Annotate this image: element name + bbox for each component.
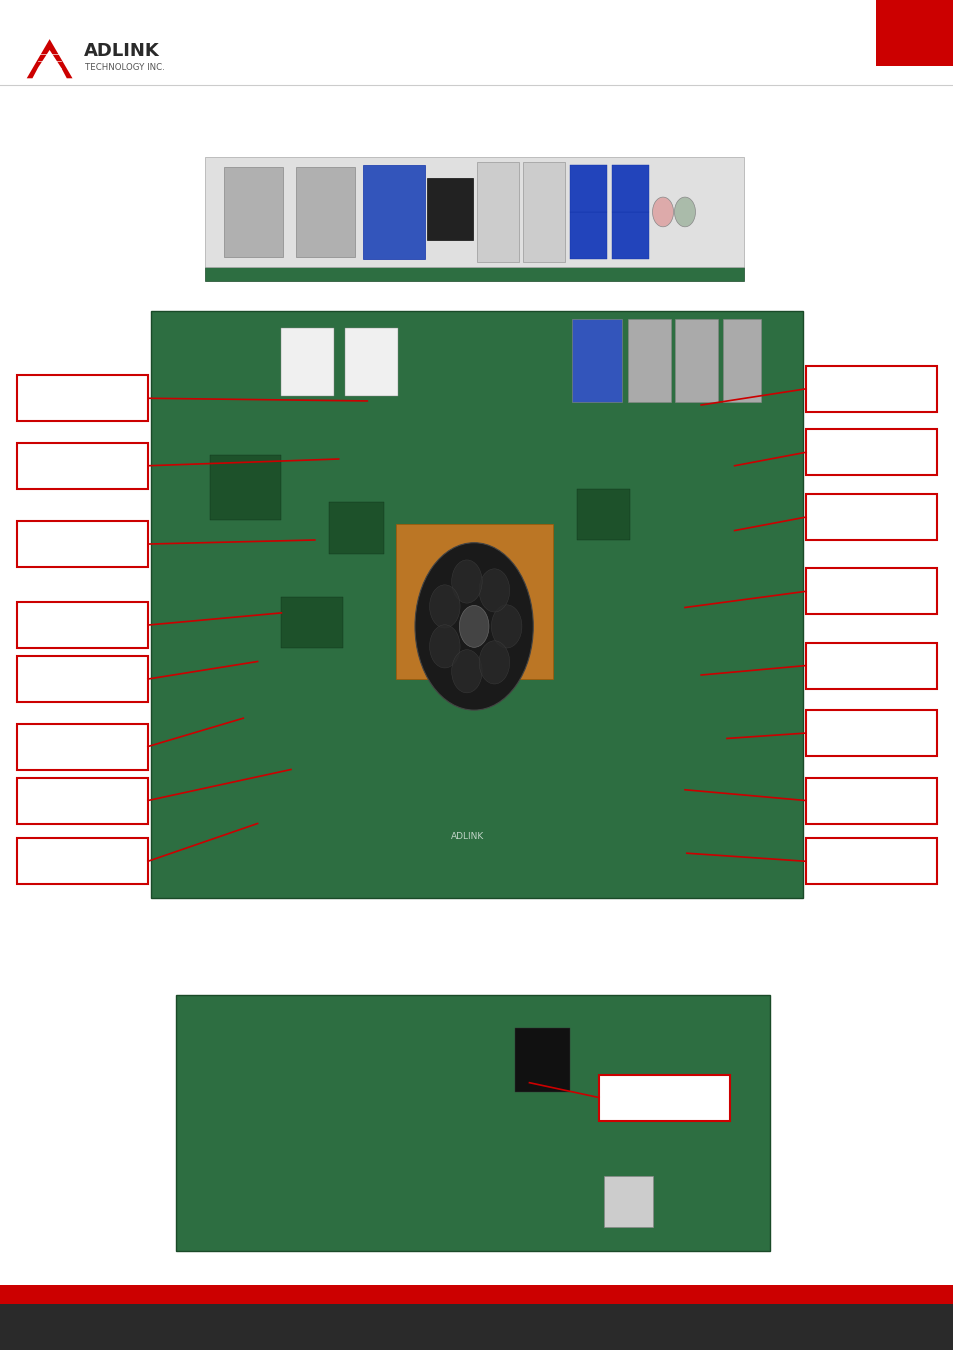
Polygon shape [27,39,72,78]
Bar [875,0,953,66]
Bar [805,494,936,540]
Bar [805,568,936,614]
Bar [281,328,334,396]
Bar [17,602,148,648]
Circle shape [491,605,521,648]
Bar [805,366,936,412]
Circle shape [674,197,695,227]
Circle shape [458,605,488,647]
Bar [17,443,148,489]
Bar [476,162,518,262]
Bar [176,995,769,1251]
Bar [17,656,148,702]
Bar [17,778,148,824]
Text: TECHNOLOGY INC.: TECHNOLOGY INC. [85,63,165,72]
Bar [805,778,936,824]
Bar [598,1075,729,1120]
Bar [17,521,148,567]
Bar [210,455,281,520]
Bar [577,489,629,540]
Bar [281,597,343,648]
Bar [17,375,148,421]
Circle shape [451,560,481,603]
Bar [612,212,648,259]
Bar [205,157,743,267]
Bar [17,724,148,769]
Text: ADLINK: ADLINK [84,42,159,61]
Bar [603,1176,653,1227]
Bar [0,1285,953,1304]
Bar [0,1285,953,1350]
Bar [224,167,283,256]
Bar [427,178,473,240]
Bar [572,319,621,402]
Circle shape [478,641,509,684]
Bar [522,162,564,262]
Circle shape [652,197,673,227]
Bar [805,838,936,884]
Bar [17,838,148,884]
Circle shape [429,585,459,628]
Bar [570,212,606,259]
Circle shape [478,568,509,612]
Bar [345,328,397,396]
Bar [205,267,743,281]
Bar [570,165,606,212]
Bar [362,165,424,259]
Circle shape [451,649,481,693]
Bar [805,710,936,756]
Bar [151,310,802,898]
Bar [295,167,355,256]
Bar [612,165,648,212]
Circle shape [429,625,459,668]
Bar [805,643,936,689]
Bar [395,524,553,679]
Bar [675,319,718,402]
Circle shape [415,543,533,710]
Text: ADLINK: ADLINK [451,832,483,841]
Bar [805,429,936,475]
Bar [515,1027,570,1092]
Bar [722,319,760,402]
Bar [329,502,384,554]
Bar [627,319,670,402]
